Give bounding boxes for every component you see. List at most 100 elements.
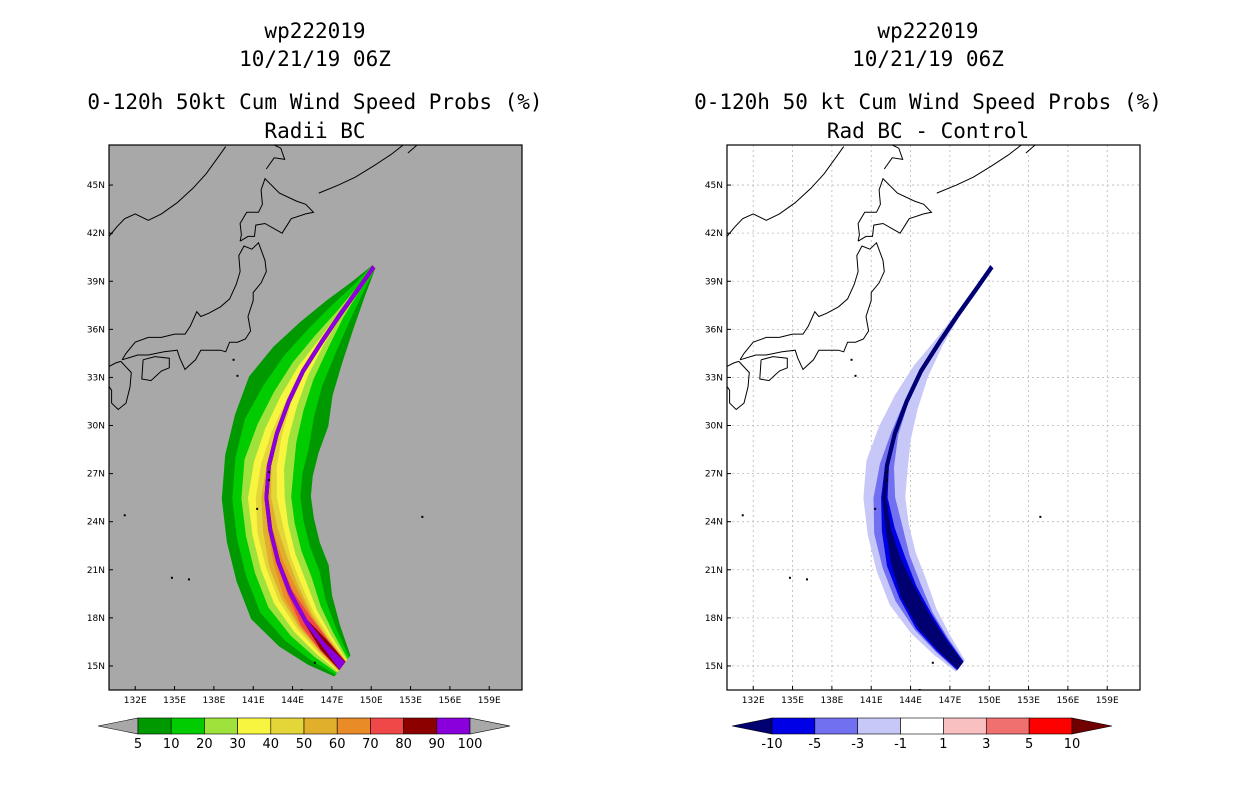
y-tick-label: 33N (705, 373, 723, 383)
colorbar-label: 3 (982, 737, 990, 752)
colorbar-label: 100 (458, 737, 483, 752)
right-axis-ticks: 132E 135E 138E 141E 144E 147E 150E 153E 156E 159E… (705, 181, 1119, 706)
island-dot (931, 661, 934, 664)
left-title-product: 0-120h 50kt Cum Wind Speed Probs (%) (87, 90, 542, 114)
y-tick-label: 24N (705, 518, 723, 528)
right-map-background (727, 145, 1140, 690)
island-dot (236, 374, 239, 377)
right-subtitle: Rad BC - Control (827, 119, 1029, 143)
colorbar-segment (403, 717, 438, 735)
colorbar-segment (170, 717, 205, 735)
left-axis-ticks: 132E 135E 138E 141E 144E 147E 150E 153E 156E 159E… (87, 181, 501, 706)
coastline-segment (739, 241, 885, 371)
coastline-segment (141, 356, 170, 382)
island-dot (854, 374, 857, 377)
coastline-segment (759, 356, 788, 382)
right-map-frame (726, 144, 1141, 691)
coastline-segment (857, 177, 933, 242)
x-tick-label: 138E (202, 696, 225, 706)
colorbar-label: 50 (296, 737, 313, 752)
y-tick-label: 42N (705, 229, 723, 239)
y-tick-label: 18N (705, 614, 723, 624)
island-dot (850, 358, 853, 361)
y-tick-label: 30N (705, 422, 723, 432)
island-dot (232, 358, 235, 361)
contour-level-9 (264, 265, 376, 670)
colorbar-segment (204, 717, 238, 735)
right-title-time: 10/21/19 06Z (852, 47, 1004, 71)
colorbar-segment (943, 717, 987, 735)
colorbar-label: -1 (894, 737, 907, 752)
colorbar-label: 10 (1064, 737, 1081, 752)
colorbar-segment (137, 717, 172, 735)
island-dot (874, 507, 877, 510)
colorbar-label: -5 (808, 737, 821, 752)
colorbar-segment (985, 717, 1030, 735)
island-dot (788, 576, 791, 579)
x-tick-label: 147E (320, 696, 343, 706)
y-tick-label: 33N (87, 373, 105, 383)
island-dot (313, 661, 316, 664)
island-dot (885, 479, 888, 482)
colorbar-segment (771, 717, 816, 735)
x-tick-label: 156E (438, 696, 461, 706)
coastline-segment (407, 145, 418, 154)
island-dot (805, 578, 808, 581)
y-tick-label: 30N (87, 422, 105, 432)
x-tick-label: 141E (860, 696, 883, 706)
colorbar-label: -3 (851, 737, 864, 752)
x-tick-label: 150E (360, 696, 383, 706)
x-tick-label: 135E (781, 696, 804, 706)
x-tick-label: 141E (242, 696, 265, 706)
y-tick-label: 39N (705, 277, 723, 287)
y-tick-label: 15N (87, 662, 105, 672)
right-title-storm: wp222019 (877, 19, 978, 43)
x-tick-label: 150E (978, 696, 1001, 706)
coastline-segment (239, 177, 315, 242)
x-tick-label: 153E (399, 696, 422, 706)
contour-level-5 (261, 265, 376, 671)
colorbar-label: 40 (263, 737, 280, 752)
island-dot (267, 471, 270, 473)
left-map-frame (108, 144, 523, 691)
left-title-storm: wp222019 (264, 19, 365, 43)
coastline-segment (1025, 145, 1036, 154)
colorbar-segment (900, 717, 944, 735)
colorbar-segment (814, 717, 859, 735)
x-tick-label: 132E (742, 696, 765, 706)
colorbar-segment (270, 717, 305, 735)
colorbar-label: 80 (395, 737, 412, 752)
x-tick-label: 144E (899, 696, 922, 706)
colorbar-label: 1 (939, 737, 947, 752)
right-title-product: 0-120h 50 kt Cum Wind Speed Probs (%) (694, 90, 1162, 114)
colorbar-label: 10 (163, 737, 180, 752)
colorbar-under-triangle (731, 717, 773, 735)
x-tick-label: 135E (163, 696, 186, 706)
right-grid (727, 145, 1140, 690)
contour-level-2 (881, 265, 994, 671)
y-tick-label: 45N (87, 181, 105, 191)
y-tick-label: 21N (705, 566, 723, 576)
x-tick-label: 147E (938, 696, 961, 706)
x-tick-label: 156E (1056, 696, 1079, 706)
y-tick-label: 39N (87, 277, 105, 287)
left-coastline (37, 145, 424, 690)
right-panel: wp222019 10/21/19 06Z 0-120h 50 kt Cum W… (694, 19, 1162, 752)
y-tick-label: 42N (87, 229, 105, 239)
coastline-segment (936, 145, 1023, 194)
island-dot (123, 514, 126, 517)
y-tick-label: 24N (87, 518, 105, 528)
x-tick-label: 159E (478, 696, 501, 706)
island-dot (267, 479, 270, 482)
coastline-segment (37, 268, 72, 353)
y-tick-label: 15N (705, 662, 723, 672)
left-probability-contours (221, 265, 376, 677)
colorbar-segment (857, 717, 901, 735)
island-dot (1039, 515, 1042, 518)
island-dot (256, 507, 259, 510)
colorbar-label: -10 (761, 737, 782, 752)
colorbar-segment (237, 717, 272, 735)
x-tick-label: 159E (1096, 696, 1119, 706)
left-colorbar: 5 10 20 30 40 50 60 70 80 90 100 (97, 717, 511, 752)
